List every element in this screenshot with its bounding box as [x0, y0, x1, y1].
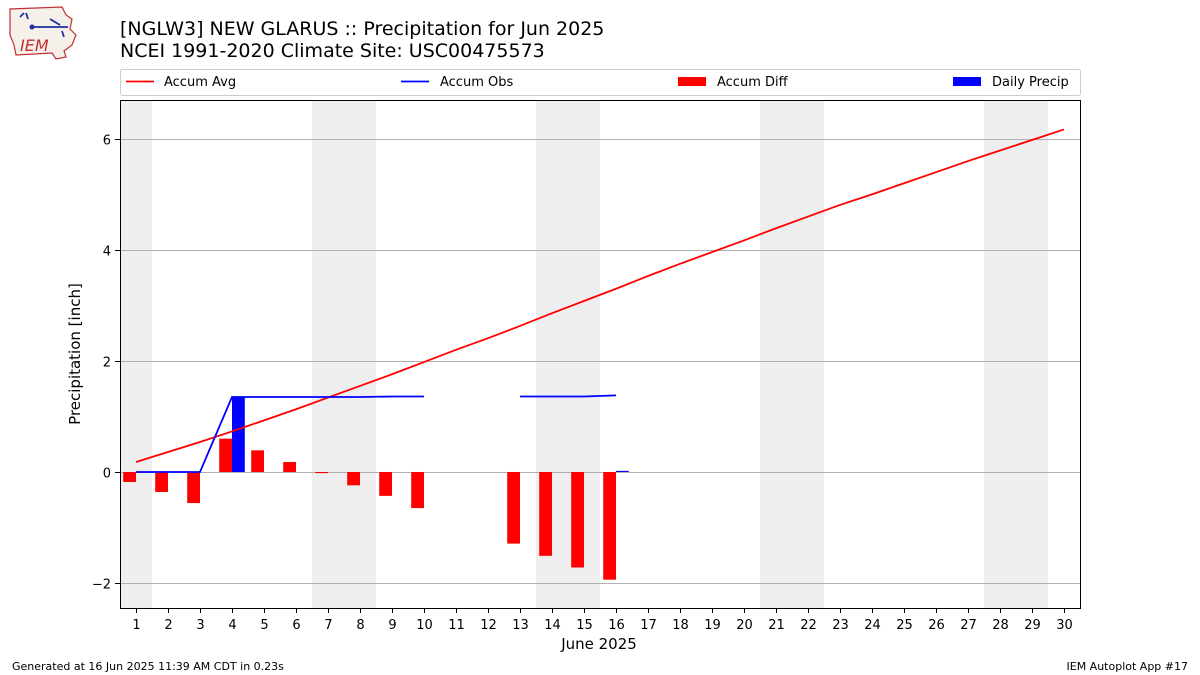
- bars: [123, 397, 629, 580]
- x-tick-label: 20: [736, 618, 753, 633]
- accum-diff-bar: [571, 471, 584, 568]
- legend-frame: [120, 69, 1081, 96]
- weekend-shade-band: [984, 100, 1048, 608]
- daily-precip-bar: [616, 470, 629, 472]
- x-tick-label: 15: [576, 618, 593, 633]
- x-tick-label: 2: [164, 618, 172, 633]
- x-tick-label: 24: [864, 618, 881, 633]
- y-axis-label: Precipitation [inch]: [66, 283, 84, 425]
- x-tick-label: 6: [292, 618, 300, 633]
- weekend-shade-band: [312, 100, 376, 608]
- x-tick-label: 10: [416, 618, 433, 633]
- y-gridlines: [120, 139, 1080, 584]
- accum-diff-bar: [283, 461, 296, 472]
- x-tick-label: 26: [928, 618, 945, 633]
- iem-logo: IEM: [9, 6, 77, 60]
- x-tick-label: 12: [480, 618, 497, 633]
- legend-swatch-daily-precip: [953, 77, 981, 86]
- legend-item-accum-avg: Accum Avg: [126, 75, 236, 90]
- weekend-shade-band: [120, 100, 152, 608]
- weekend-shade-band: [760, 100, 824, 608]
- y-tick-label: 0: [103, 467, 111, 482]
- legend-item-accum-diff: Accum Diff: [678, 75, 789, 90]
- daily-precip-bar: [232, 397, 245, 472]
- legend-label-daily-precip: Daily Precip: [992, 75, 1069, 90]
- x-tick-label: 28: [992, 618, 1009, 633]
- x-tick-label: 7: [324, 618, 332, 633]
- app-footer: IEM Autoplot App #17: [1066, 660, 1189, 673]
- y-tick-label: 6: [103, 134, 111, 149]
- accum-diff-bar: [539, 471, 552, 556]
- lines: [135, 128, 1065, 473]
- x-tick-label: 8: [356, 618, 364, 633]
- accum-diff-bar: [219, 438, 232, 472]
- x-tick-label: 18: [672, 618, 689, 633]
- accum-diff-bar: [507, 471, 520, 544]
- y-tick-label: 2: [103, 356, 111, 371]
- chart-title: [NGLW3] NEW GLARUS :: Precipitation for …: [120, 18, 605, 40]
- x-tick-label: 23: [832, 618, 849, 633]
- x-tick-label: 22: [800, 618, 817, 633]
- accum-diff-bar: [603, 471, 616, 580]
- accum-avg-line: [135, 128, 1065, 463]
- accum-obs-line: [136, 395, 424, 473]
- x-tick-label: 5: [260, 618, 268, 633]
- legend: Accum Avg Accum Obs Accum Diff Daily Pre…: [120, 69, 1081, 96]
- accum-diff-bar: [251, 450, 264, 472]
- legend-item-accum-obs: Accum Obs: [401, 75, 513, 90]
- accum-diff-bar: [123, 471, 136, 482]
- accum-diff-bar: [379, 471, 392, 496]
- x-tick-label: 9: [388, 618, 396, 633]
- x-tick-label: 21: [768, 618, 785, 633]
- y-axis-ticks: −2 0 2 4 6: [92, 134, 120, 593]
- x-tick-label: 1: [132, 618, 140, 633]
- x-tick-label: 17: [640, 618, 657, 633]
- generated-footer: Generated at 16 Jun 2025 11:39 AM CDT in…: [12, 660, 284, 673]
- legend-swatch-accum-diff: [678, 77, 706, 86]
- accum-diff-bar: [411, 471, 424, 509]
- weekend-shading: [120, 100, 1048, 608]
- y-tick-label: 4: [103, 245, 111, 260]
- accum-diff-bar: [155, 471, 168, 492]
- accum-diff-bar: [347, 471, 360, 486]
- x-tick-label: 4: [228, 618, 236, 633]
- accum-diff-bar: [187, 471, 200, 504]
- x-tick-label: 19: [704, 618, 721, 633]
- x-tick-label: 30: [1056, 618, 1073, 633]
- iem-logo-text: IEM: [20, 36, 49, 55]
- x-tick-label: 11: [448, 618, 465, 633]
- accum-obs-line: [520, 394, 617, 398]
- x-axis-label: June 2025: [560, 635, 637, 653]
- legend-label-accum-avg: Accum Avg: [164, 75, 236, 90]
- chart-subtitle: NCEI 1991-2020 Climate Site: USC00475573: [120, 40, 545, 62]
- x-axis-ticks: 1 2 3 4 5 6 7 8 9 10 11 12 13 14 15 16 17 18 19 20 21 22 23 24 2…: [132, 608, 1073, 633]
- x-tick-label: 27: [960, 618, 977, 633]
- x-tick-label: 13: [512, 618, 529, 633]
- legend-label-accum-diff: Accum Diff: [717, 75, 789, 90]
- y-tick-label: −2: [92, 578, 111, 593]
- x-tick-label: 16: [608, 618, 625, 633]
- x-tick-label: 29: [1024, 618, 1041, 633]
- plot-frame: [120, 100, 1081, 609]
- legend-item-daily-precip: Daily Precip: [953, 75, 1069, 90]
- x-tick-label: 14: [544, 618, 561, 633]
- legend-label-accum-obs: Accum Obs: [440, 75, 513, 90]
- x-tick-label: 3: [196, 618, 204, 633]
- x-tick-label: 25: [896, 618, 913, 633]
- accum-diff-bar: [315, 471, 328, 474]
